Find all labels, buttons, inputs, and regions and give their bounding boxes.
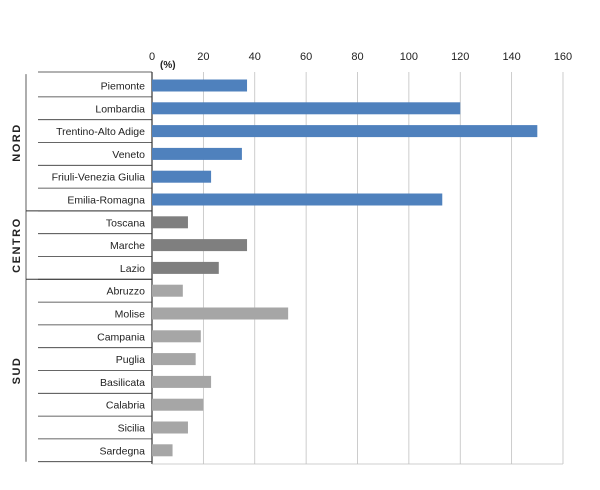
category-label: Basilicata (100, 377, 145, 389)
bar (152, 79, 248, 92)
bar (152, 170, 212, 183)
x-tick-label: 60 (300, 51, 312, 63)
category-label: Friuli-Venezia Giulia (52, 172, 146, 184)
x-tick-label: 80 (351, 51, 363, 63)
bars (152, 79, 538, 457)
gridlines (151, 72, 564, 465)
category-label: Campania (97, 331, 145, 343)
category-label: Sardegna (99, 445, 145, 457)
bar (152, 330, 201, 343)
bar (152, 239, 248, 252)
group-label: NORD (11, 123, 23, 161)
unit-label: (%) (160, 60, 176, 71)
category-label: Marche (110, 240, 145, 252)
x-tick-label: 40 (249, 51, 261, 63)
category-labels: Piemonte Lombardia Trentino-Alto Adige Vene… (38, 71, 152, 463)
group-label: CENTRO (11, 217, 23, 272)
category-label: Molise (115, 309, 146, 321)
category-label: Piemonte (101, 81, 146, 93)
x-tick-label: 100 (400, 51, 418, 63)
category-label: Lazio (120, 263, 145, 275)
bar (152, 102, 461, 115)
x-tick-label: 120 (451, 51, 469, 63)
bar (152, 284, 183, 297)
bar (152, 307, 289, 320)
category-label: Abruzzo (106, 286, 145, 298)
group-labels: NORD CENTRO SUD (11, 74, 152, 462)
x-axis: 0 20 40 60 80 100 120 140 160 (149, 51, 572, 63)
category-label: Emilia-Romagna (67, 195, 145, 207)
bar (152, 398, 204, 411)
x-tick-label: 0 (149, 51, 155, 63)
category-label: Toscana (106, 217, 145, 229)
x-tick-label: 140 (502, 51, 520, 63)
category-label: Lombardia (95, 103, 145, 115)
group-label: SUD (11, 357, 23, 385)
x-tick-label: 160 (554, 51, 572, 63)
category-label: Calabria (106, 400, 145, 412)
x-tick-label: 20 (197, 51, 209, 63)
bar (152, 421, 188, 434)
category-label: Trentino-Alto Adige (56, 126, 145, 138)
bar (152, 261, 219, 274)
category-label: Veneto (112, 149, 145, 161)
bar (152, 147, 242, 160)
bar (152, 193, 443, 206)
bar (152, 125, 538, 138)
bar (152, 444, 173, 457)
category-label: Puglia (116, 354, 145, 366)
bar (152, 353, 196, 366)
bar (152, 375, 212, 388)
bar (152, 216, 188, 229)
category-label: Sicilia (118, 423, 146, 435)
